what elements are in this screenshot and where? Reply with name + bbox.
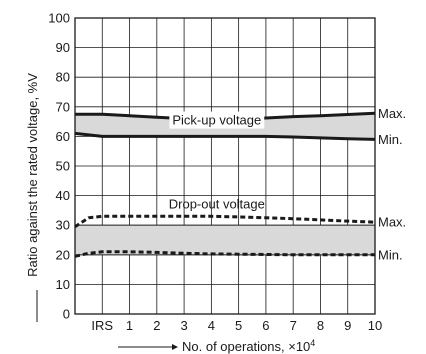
x-tick-label: 9 [344,318,351,333]
band-fill [75,225,375,255]
series-line-pickup-lower [74,131,376,141]
y-tick-label: 30 [56,218,70,233]
y-tick-label: 80 [56,70,70,85]
grid [75,18,375,314]
band-name-label: Pick-up voltage [172,113,261,128]
x-axis-title-exponent: 4 [310,338,315,348]
plot-frame [74,17,376,315]
x-axis-arrow-head [172,344,178,350]
band-name-label-bg [169,111,265,129]
y-axis-title-group: Ratio against the rated voltage, %V [25,73,40,322]
x-axis-title-group: No. of operations, ×104 [118,338,315,354]
x-tick-label: IRS [91,318,113,333]
y-tick-label: 20 [56,247,70,262]
y-tick-label: 70 [56,99,70,114]
x-tick-label: 8 [317,318,324,333]
x-tick-label: 7 [290,318,297,333]
series-end-label: Max. [378,215,406,230]
x-tick-label: 10 [368,318,382,333]
y-tick-label: 60 [56,129,70,144]
y-tick-label: 40 [56,188,70,203]
series-line-dropout-upper [74,214,376,228]
annotations: Max. Min. Pick-up voltage Max. Min. Drop-out … [169,106,406,262]
x-tick-label: 3 [180,318,187,333]
x-tick-label: 4 [208,318,215,333]
series-end-label: Min. [378,247,403,262]
x-axis-title: No. of operations, ×104 [182,338,315,354]
band-name-label: Drop-out voltage [169,196,265,211]
x-tick-label: 1 [126,318,133,333]
y-tick-label: 90 [56,40,70,55]
x-axis-title-text: No. of operations, ×10 [182,339,310,354]
y-axis-title: Ratio against the rated voltage, %V [25,73,40,277]
x-tick-label: 2 [153,318,160,333]
series-line-dropout-lower [74,250,375,258]
bands [75,113,375,256]
x-tick-label: 5 [235,318,242,333]
y-tick-label: 100 [48,11,70,26]
tick-labels: 0 10 20 30 40 50 60 70 80 90 100 IRS 1 2 3 4 5 6 7 8 9 10 [48,11,382,334]
y-tick-label: 0 [63,307,70,322]
series-end-label: Min. [378,132,403,147]
series-end-label: Max. [378,106,406,121]
y-tick-label: 50 [56,159,70,174]
y-tick-label: 10 [56,277,70,292]
x-tick-label: 6 [262,318,269,333]
